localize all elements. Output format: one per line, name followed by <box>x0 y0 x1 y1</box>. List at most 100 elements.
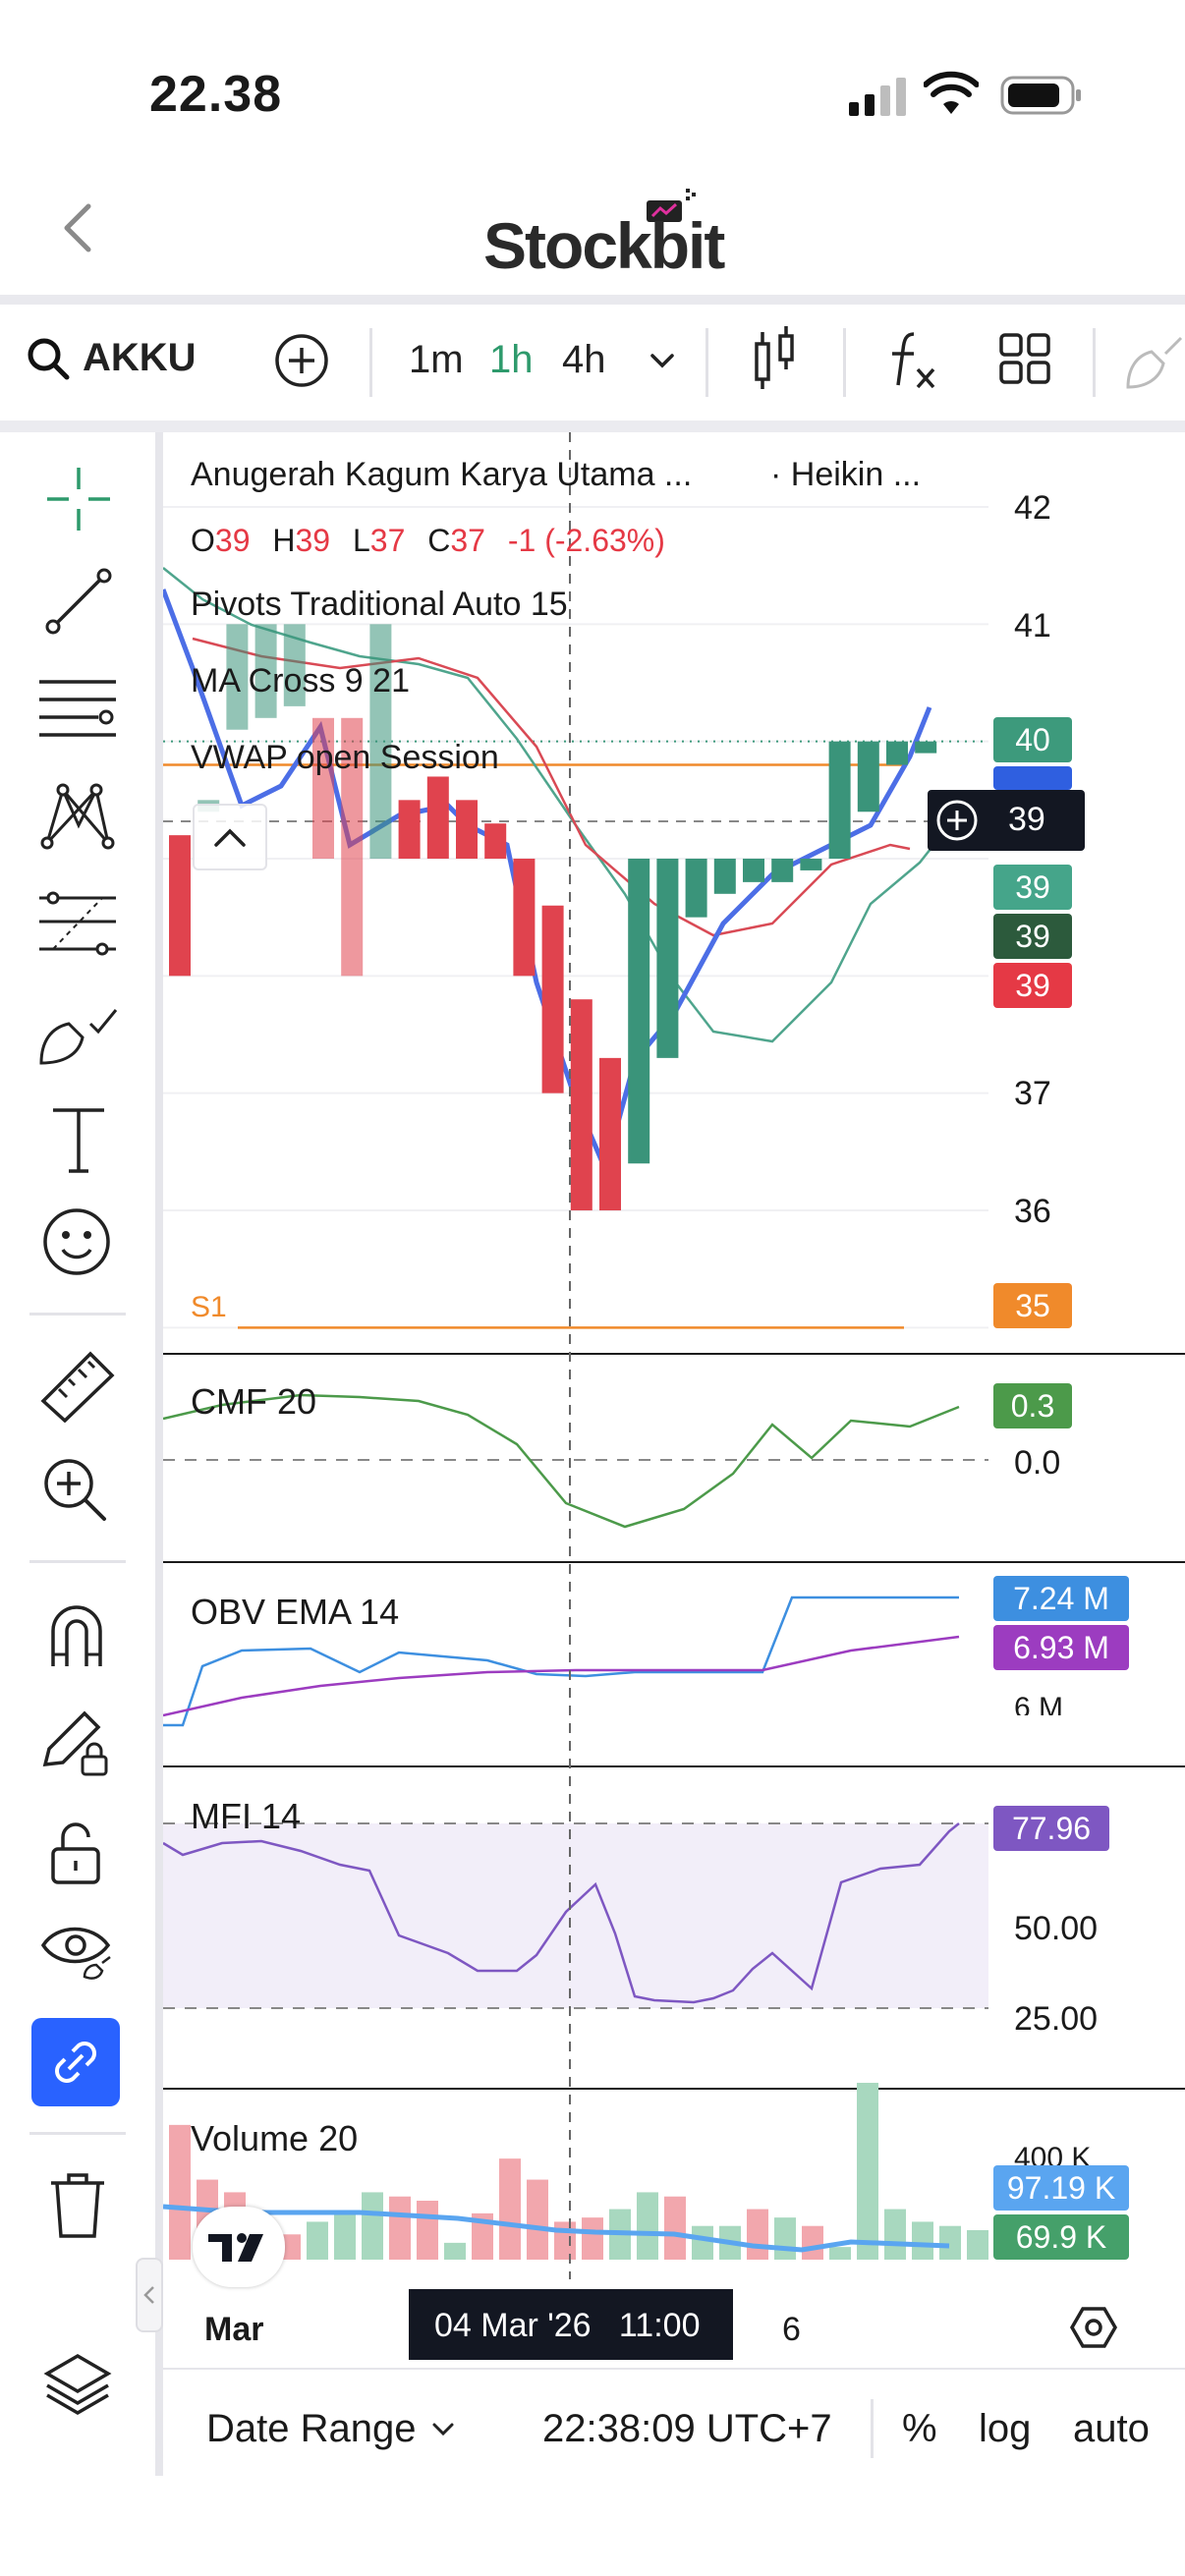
sync-link-button[interactable] <box>31 2018 120 2106</box>
candlestick-type-icon[interactable] <box>751 324 800 393</box>
text-tool-icon[interactable] <box>47 1104 110 1175</box>
trend-line-icon[interactable] <box>43 566 114 637</box>
crosshair-icon[interactable] <box>43 464 114 534</box>
date-range-chevron-icon[interactable] <box>428 2417 458 2442</box>
volume-bar <box>829 2247 851 2260</box>
close-label: C <box>427 523 451 558</box>
ruler-icon[interactable] <box>39 1350 116 1424</box>
candle <box>628 859 650 1164</box>
lock-drawings-pencil-icon[interactable] <box>39 1706 114 1778</box>
symbol-name[interactable]: Anugerah Kagum Karya Utama ... <box>191 456 693 493</box>
interval-1h[interactable]: 1h <box>489 338 534 381</box>
rail-separator <box>29 1560 126 1563</box>
brush-tool-icon[interactable] <box>1122 330 1185 393</box>
obv-ema-badge: 6.93 M <box>993 1625 1129 1670</box>
candle <box>828 741 851 859</box>
indicator-vwap-label[interactable]: VWAP open Session <box>191 739 499 776</box>
price-badge-last: 40 <box>993 717 1072 762</box>
back-chevron-icon[interactable] <box>59 200 98 255</box>
change-value: -1 (-2.63%) <box>507 523 665 558</box>
cmf-pane-title[interactable]: CMF 20 <box>191 1381 317 1422</box>
volume-badge: 69.9 K <box>993 2214 1129 2260</box>
candle <box>513 859 536 977</box>
chart-settings-icon[interactable] <box>1069 2303 1118 2352</box>
pattern-tool-icon[interactable] <box>39 780 116 853</box>
volume-bar <box>417 2201 438 2260</box>
layout-grid-icon[interactable] <box>998 332 1051 385</box>
candle <box>771 859 794 882</box>
volume-bar <box>857 2083 878 2260</box>
crosshair-add-button[interactable]: 39 <box>928 790 1085 851</box>
indicators-fx-icon[interactable] <box>884 328 943 391</box>
candle <box>456 800 478 859</box>
emoji-icon[interactable] <box>41 1206 112 1277</box>
add-symbol-icon[interactable] <box>273 332 330 389</box>
volume-ma-line <box>163 2204 950 2253</box>
candle <box>541 905 564 1093</box>
open-value: 39 <box>214 523 251 558</box>
candle <box>226 624 249 730</box>
mfi-tick-50: 50.00 <box>1014 1910 1099 1947</box>
high-value: 39 <box>295 523 331 558</box>
search-icon[interactable] <box>26 336 71 381</box>
chart-style-label[interactable]: · Heikin ... <box>770 456 922 493</box>
toolbar-separator <box>705 328 708 397</box>
ticker-symbol[interactable]: AKKU <box>83 336 197 379</box>
candle <box>743 859 764 882</box>
obv-line <box>163 1596 959 1727</box>
candle <box>169 835 191 977</box>
layers-icon[interactable] <box>43 2352 112 2417</box>
x-axis-left-label: Mar <box>204 2311 264 2348</box>
brush-icon[interactable] <box>37 998 118 1067</box>
obv-pane-title[interactable]: OBV EMA 14 <box>191 1592 400 1632</box>
chart-area[interactable]: Anugerah Kagum Karya Utama ... · Heikin … <box>163 432 1185 2360</box>
volume-bar <box>692 2225 713 2260</box>
timezone-clock[interactable]: 22:38:09 UTC+7 <box>542 2407 832 2450</box>
price-badge-ma21: 39 <box>993 914 1072 959</box>
fibonacci-tool-icon[interactable] <box>37 890 118 959</box>
rail-divider <box>155 432 163 2476</box>
candle <box>398 800 421 859</box>
visibility-eye-icon[interactable] <box>39 1920 114 1985</box>
price-badge-s1: 35 <box>993 1283 1072 1328</box>
volume-bar <box>499 2158 521 2260</box>
auto-scale-toggle[interactable]: auto <box>1073 2407 1150 2450</box>
collapse-legend-button[interactable] <box>193 804 267 870</box>
cmf-line <box>163 1393 960 1529</box>
mfi-tick-25: 25.00 <box>1014 2000 1099 2038</box>
trash-icon[interactable] <box>47 2171 108 2240</box>
candle <box>484 823 507 859</box>
candle <box>713 859 736 894</box>
volume-bar <box>939 2225 961 2260</box>
obv-ema-line <box>163 1635 960 1717</box>
interval-1m[interactable]: 1m <box>409 338 464 381</box>
date-range-button[interactable]: Date Range <box>206 2407 417 2450</box>
volume-tick: 400 K <box>1014 2142 1092 2165</box>
chart-canvas[interactable] <box>163 432 1185 2279</box>
collapse-rail-handle[interactable] <box>136 2258 163 2332</box>
volume-ma-badge: 97.19 K <box>993 2165 1129 2211</box>
percent-scale-toggle[interactable]: % <box>902 2407 937 2450</box>
unlock-icon[interactable] <box>47 1818 106 1886</box>
volume-pane-title[interactable]: Volume 20 <box>191 2118 359 2158</box>
horizontal-lines-icon[interactable] <box>37 674 118 745</box>
low-label: L <box>352 523 370 558</box>
mfi-pane-title[interactable]: MFI 14 <box>191 1796 302 1836</box>
volume-bar <box>472 2212 493 2260</box>
volume-bar <box>554 2221 576 2260</box>
tradingview-logo[interactable] <box>193 2207 285 2287</box>
log-scale-toggle[interactable]: log <box>979 2407 1032 2450</box>
zoom-in-icon[interactable] <box>41 1456 110 1525</box>
indicator-pivots-label[interactable]: Pivots Traditional Auto 15 <box>191 586 568 623</box>
indicator-ma-cross-label[interactable]: MA Cross 9 21 <box>191 662 410 700</box>
volume-bar <box>884 2209 906 2260</box>
magnet-icon[interactable] <box>45 1599 108 1668</box>
mfi-badge: 77.96 <box>993 1806 1109 1851</box>
stockbit-logo-mark <box>643 187 698 226</box>
candle <box>254 624 277 718</box>
volume-bar <box>637 2192 658 2260</box>
interval-dropdown-chevron-icon[interactable] <box>645 346 680 375</box>
interval-4h[interactable]: 4h <box>562 338 606 381</box>
toolbar-separator <box>843 328 846 397</box>
pivot-s1-label: S1 <box>191 1291 227 1323</box>
